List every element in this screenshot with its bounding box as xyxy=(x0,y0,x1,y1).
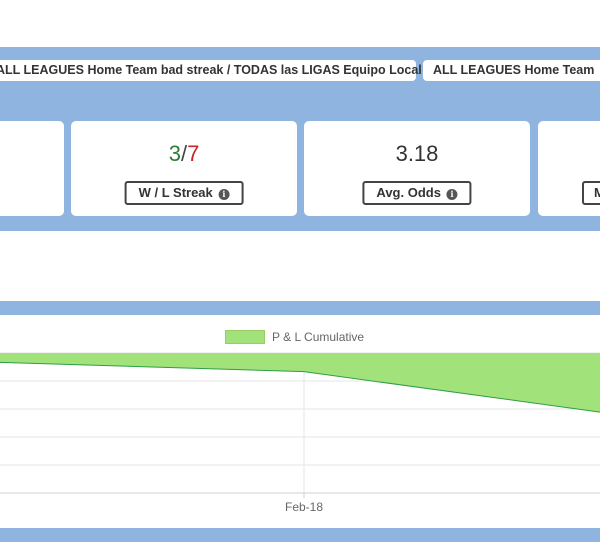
tag-label: ALL LEAGUES Home Team bad streak / TODAS… xyxy=(0,63,491,77)
losses-count: 7 xyxy=(187,141,200,166)
info-circle-icon[interactable]: i xyxy=(446,189,458,200)
tag-label: ALL LEAGUES Home Team xyxy=(433,63,595,77)
stat-card-partial-right: M xyxy=(538,121,600,216)
chart-plot: Feb-18 xyxy=(0,352,600,514)
chart-legend[interactable]: P & L Cumulative xyxy=(225,330,364,344)
legend-label: P & L Cumulative xyxy=(272,330,365,344)
x-tick-label: Feb-18 xyxy=(285,500,323,514)
partial-label-text: M xyxy=(594,185,600,200)
stat-card-wl-streak: 3/7 W / L Streak i xyxy=(71,121,297,216)
pnl-area-fill xyxy=(0,353,600,413)
wl-streak-value: 3/7 xyxy=(71,141,297,167)
avg-odds-label-button[interactable]: Avg. Odds i xyxy=(362,181,472,205)
pnl-chart: P & L Cumulative Feb-18 xyxy=(0,315,600,528)
stats-band: 3/7 W / L Streak i 3.18 Avg. Odds i M xyxy=(0,83,600,231)
tag-strip: ALL LEAGUES Home Team bad streak / TODAS… xyxy=(0,47,600,83)
chart-border-top xyxy=(0,301,600,315)
wl-streak-label-button[interactable]: W / L Streak i xyxy=(124,181,244,205)
legend-swatch xyxy=(225,330,265,344)
wins-count: 3 xyxy=(168,141,181,166)
stat-label-partial-right[interactable]: M xyxy=(582,181,600,205)
wl-streak-label: W / L Streak xyxy=(138,185,213,200)
tag-all-leagues-home-team[interactable]: ALL LEAGUES Home Team xyxy=(423,60,600,81)
chart-border-bottom xyxy=(0,528,600,542)
wl-separator: / xyxy=(180,141,188,166)
tag-home-team-bad-streak[interactable]: ALL LEAGUES Home Team bad streak / TODAS… xyxy=(0,60,491,81)
stat-card-partial-left xyxy=(0,121,64,216)
info-circle-icon[interactable]: i xyxy=(218,189,230,200)
avg-odds-label: Avg. Odds xyxy=(376,185,441,200)
avg-odds-value: 3.18 xyxy=(395,141,439,166)
stat-card-avg-odds: 3.18 Avg. Odds i xyxy=(304,121,530,216)
